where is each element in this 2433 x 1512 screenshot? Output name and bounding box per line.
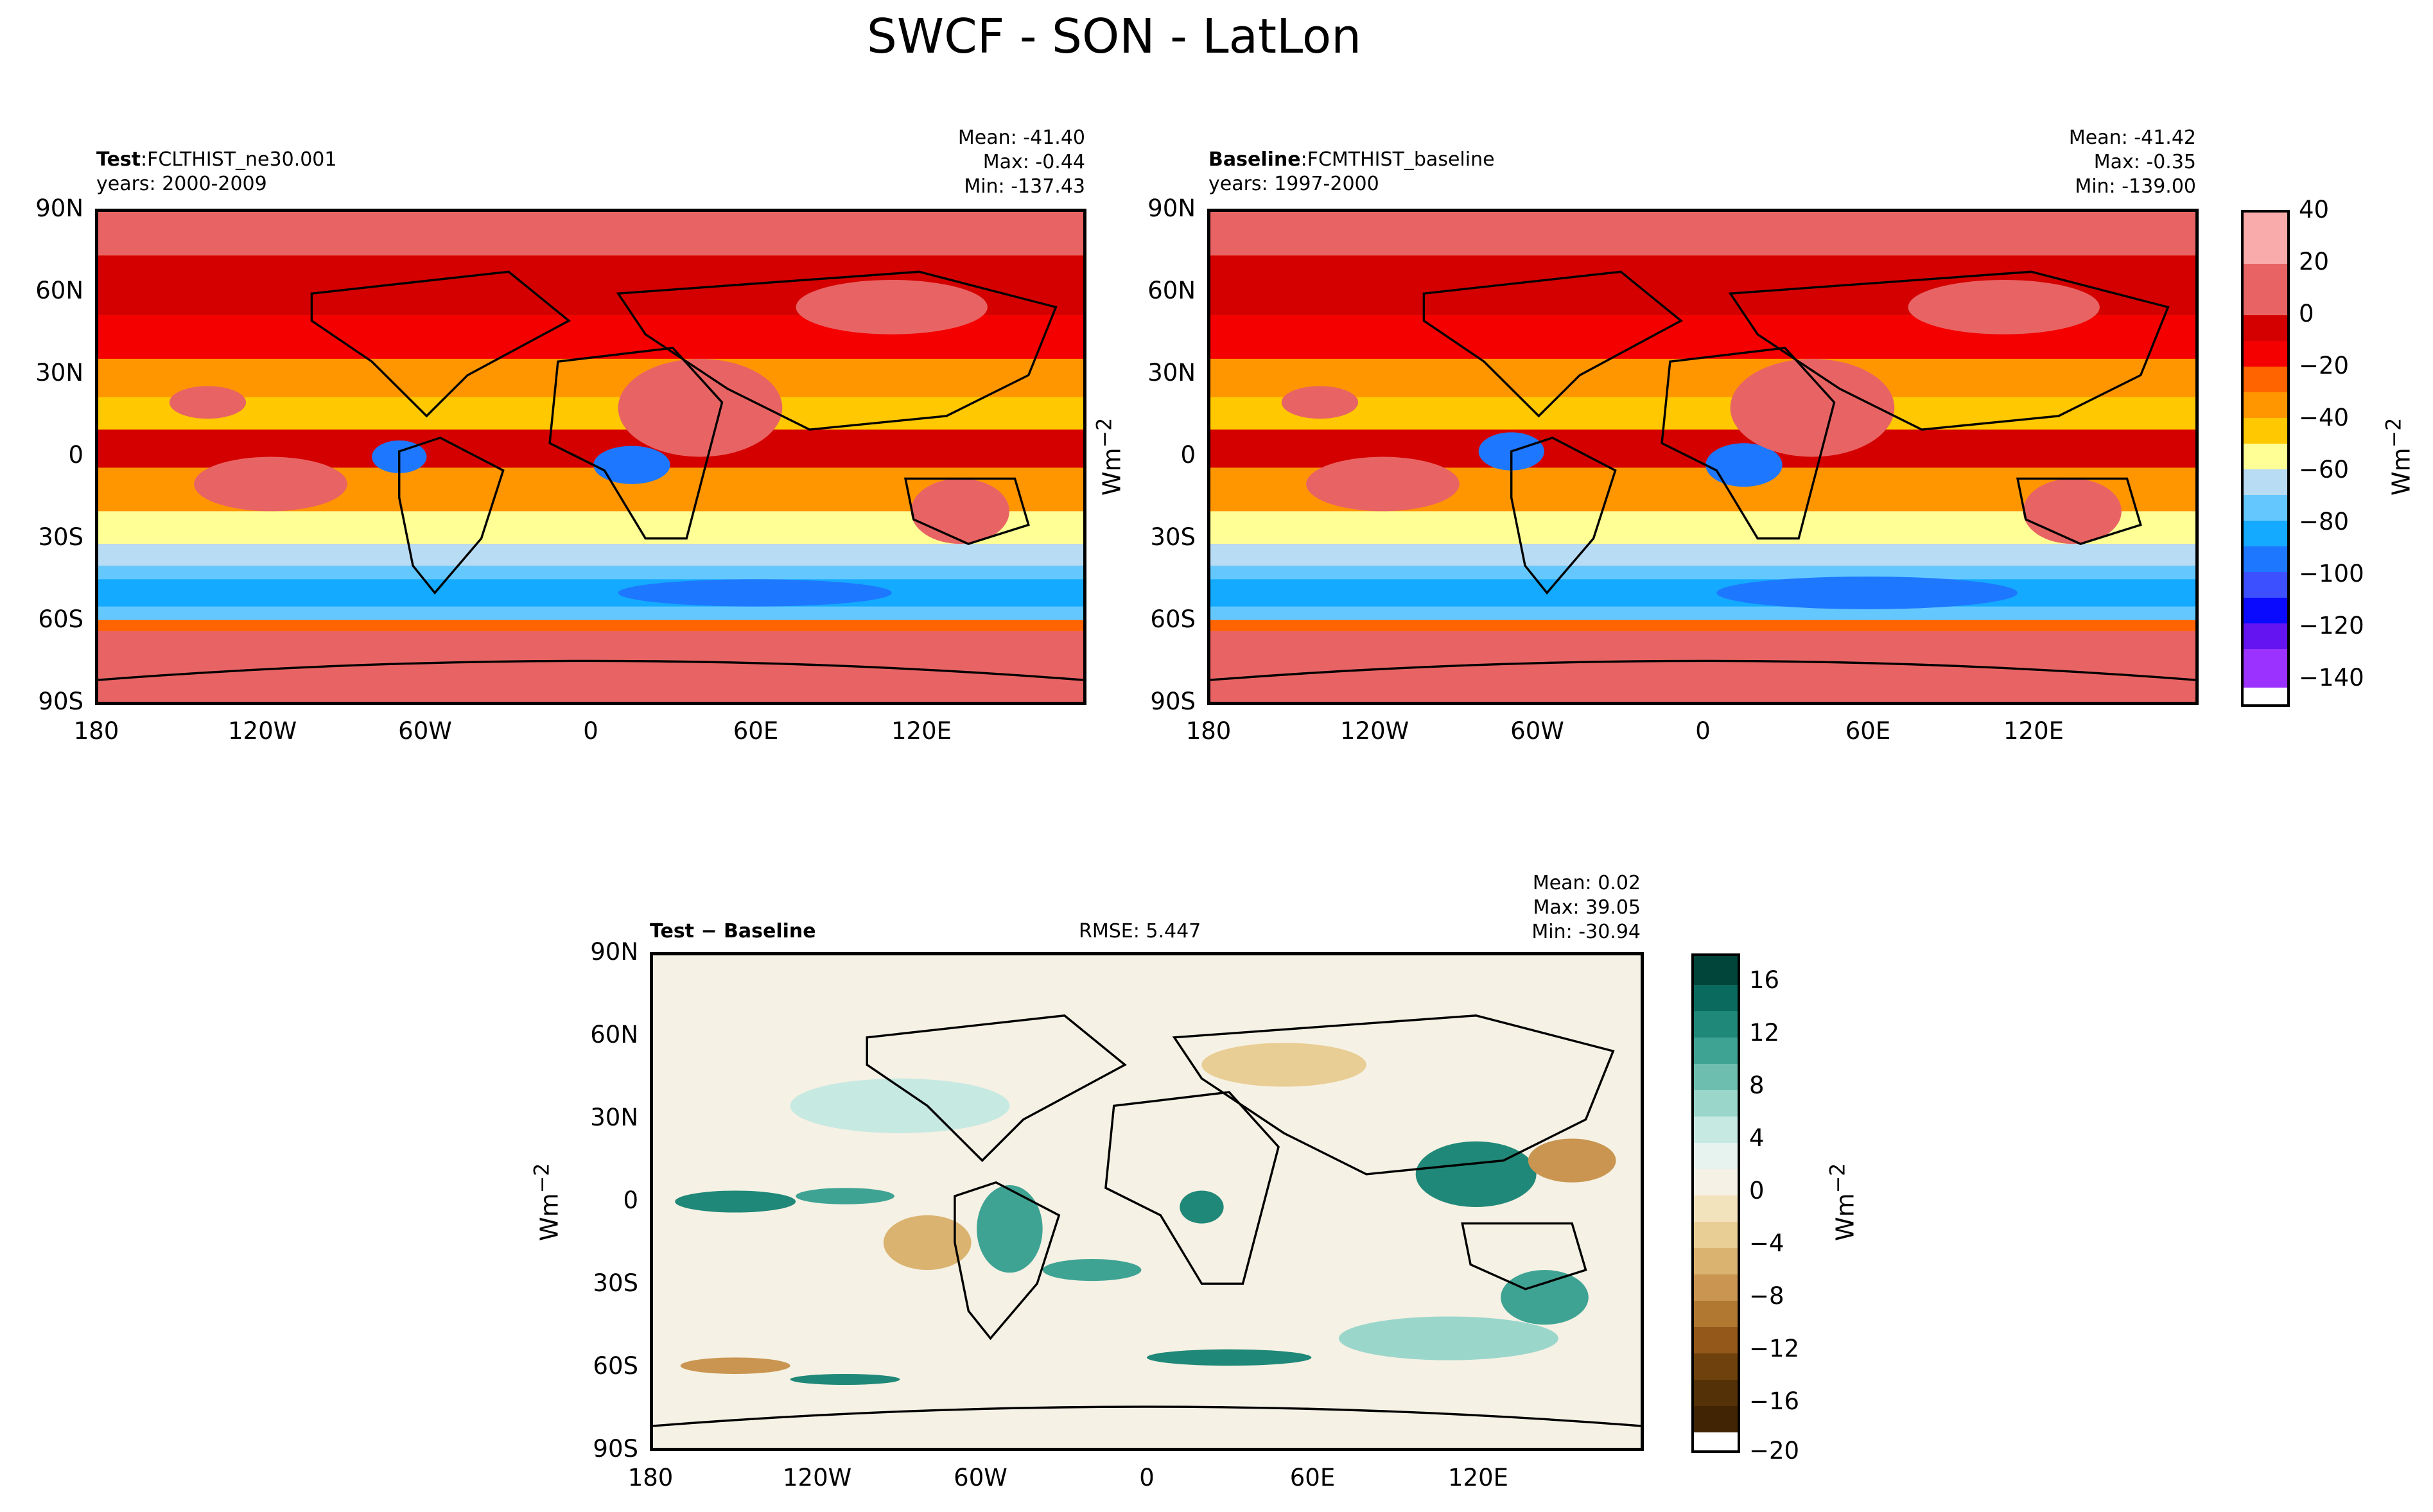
baseline-lat-tick: 0 <box>1180 441 1196 469</box>
main-colorbar-tick: −40 <box>2299 404 2350 431</box>
test-lat-tick: 60S <box>38 605 83 633</box>
test-lon-tick: 60W <box>398 717 452 745</box>
top-map-unit-label: Wm−2 <box>1093 417 1126 496</box>
main-colorbar-tick: −60 <box>2299 456 2350 483</box>
diff-lat-tick: 90N <box>590 938 638 966</box>
test-lon-tick: 60E <box>733 717 779 745</box>
diff-colorbar-tick: 0 <box>1749 1177 1765 1204</box>
diff-colorbar-tick: 4 <box>1749 1124 1765 1152</box>
diff-lon-tick: 60E <box>1289 1464 1336 1491</box>
baseline-lat-tick: 30N <box>1147 359 1196 387</box>
diff-lon-tick: 180 <box>627 1464 674 1491</box>
test-panel-label: Test:FCLTHIST_ne30.001 <box>96 148 336 172</box>
baseline-mean: Mean: -41.42 <box>2068 126 2196 149</box>
test-label-case: :FCLTHIST_ne30.001 <box>141 148 337 171</box>
baseline-map <box>1207 209 2199 705</box>
diff-colorbar-tick: −16 <box>1749 1387 1800 1415</box>
diff-map-field <box>653 955 1641 1448</box>
baseline-lat-tick: 60S <box>1150 605 1196 633</box>
main-colorbar-tick: 0 <box>2299 300 2314 327</box>
diff-lat-tick: 60S <box>593 1352 638 1380</box>
main-colorbar-tick: −20 <box>2299 352 2350 379</box>
test-lon-tick: 180 <box>73 717 119 745</box>
test-lat-tick: 90N <box>35 195 83 222</box>
diff-map <box>650 952 1644 1451</box>
diff-colorbar-tick: 16 <box>1749 966 1780 994</box>
main-colorbar-tick: −140 <box>2299 664 2364 691</box>
test-lat-tick: 90S <box>38 688 83 715</box>
baseline-lon-tick: 60E <box>1845 717 1891 745</box>
diff-colorbar-tick: −8 <box>1749 1282 1784 1310</box>
baseline-lon-tick: 180 <box>1185 717 1232 745</box>
test-lat-tick: 30N <box>35 359 83 387</box>
diff-colorbar-tick: 12 <box>1749 1019 1780 1047</box>
baseline-label-case: :FCMTHIST_baseline <box>1300 148 1495 171</box>
test-mean: Mean: -41.40 <box>957 126 1085 149</box>
test-map-field <box>98 212 1083 702</box>
baseline-lon-tick: 0 <box>1695 717 1711 745</box>
main-colorbar-tick: −100 <box>2299 560 2364 587</box>
main-colorbar <box>2241 210 2290 707</box>
test-label-bold: Test <box>96 148 141 171</box>
diff-lon-tick: 60W <box>954 1464 1007 1491</box>
baseline-lon-tick: 120W <box>1340 717 1409 745</box>
main-colorbar-tick: −120 <box>2299 612 2364 639</box>
test-lat-tick: 0 <box>68 441 83 469</box>
diff-lat-tick: 0 <box>623 1186 638 1214</box>
diff-colorbar <box>1691 953 1740 1453</box>
main-colorbar-tick: 40 <box>2299 196 2330 223</box>
diff-colorbar-unit-label: Wm−2 <box>1826 1163 1860 1241</box>
baseline-lat-tick: 60N <box>1147 277 1196 304</box>
diff-lat-tick: 60N <box>590 1021 638 1048</box>
baseline-lat-tick: 90N <box>1147 195 1196 222</box>
diff-lat-tick: 90S <box>593 1435 638 1463</box>
figure-title: SWCF - SON - LatLon <box>866 9 1362 64</box>
baseline-max: Max: -0.35 <box>2093 151 2196 173</box>
main-colorbar-tick: −80 <box>2299 508 2350 535</box>
baseline-lat-tick: 30S <box>1150 523 1196 551</box>
diff-panel-label: Test − Baseline <box>650 920 816 943</box>
baseline-lon-tick: 60W <box>1510 717 1564 745</box>
baseline-lat-tick: 90S <box>1150 688 1196 715</box>
test-lon-tick: 120W <box>228 717 297 745</box>
diff-mean: Mean: 0.02 <box>1532 872 1641 894</box>
test-map <box>95 209 1086 705</box>
test-lat-tick: 60N <box>35 277 83 304</box>
baseline-label-bold: Baseline <box>1208 148 1301 171</box>
test-lon-tick: 120E <box>891 717 952 745</box>
diff-colorbar-tick: −4 <box>1749 1230 1784 1257</box>
main-colorbar-unit-label: Wm−2 <box>2382 417 2416 496</box>
diff-lon-tick: 120E <box>1448 1464 1508 1491</box>
diff-min: Min: -30.94 <box>1531 921 1641 943</box>
test-years: years: 2000-2009 <box>96 173 267 195</box>
test-max: Max: -0.44 <box>982 151 1085 173</box>
diff-map-unit-label: Wm−2 <box>530 1163 564 1241</box>
baseline-min: Min: -139.00 <box>2075 175 2196 198</box>
diff-colorbar-tick: −20 <box>1749 1437 1800 1464</box>
test-min: Min: -137.43 <box>964 175 1085 198</box>
diff-lon-tick: 0 <box>1139 1464 1155 1491</box>
test-lon-tick: 0 <box>583 717 598 745</box>
main-colorbar-tick: 20 <box>2299 248 2330 275</box>
baseline-lon-tick: 120E <box>2003 717 2064 745</box>
baseline-panel-label: Baseline:FCMTHIST_baseline <box>1208 148 1495 172</box>
diff-colorbar-tick: −12 <box>1749 1335 1800 1362</box>
diff-max: Max: 39.05 <box>1533 896 1641 919</box>
diff-colorbar-tick: 8 <box>1749 1072 1765 1099</box>
diff-rmse: RMSE: 5.447 <box>1079 920 1201 943</box>
diff-lon-tick: 120W <box>783 1464 852 1491</box>
test-lat-tick: 30S <box>38 523 83 551</box>
diff-lat-tick: 30N <box>590 1104 638 1131</box>
baseline-years: years: 1997-2000 <box>1208 173 1379 195</box>
baseline-map-field <box>1210 212 2195 702</box>
diff-lat-tick: 30S <box>593 1269 638 1297</box>
